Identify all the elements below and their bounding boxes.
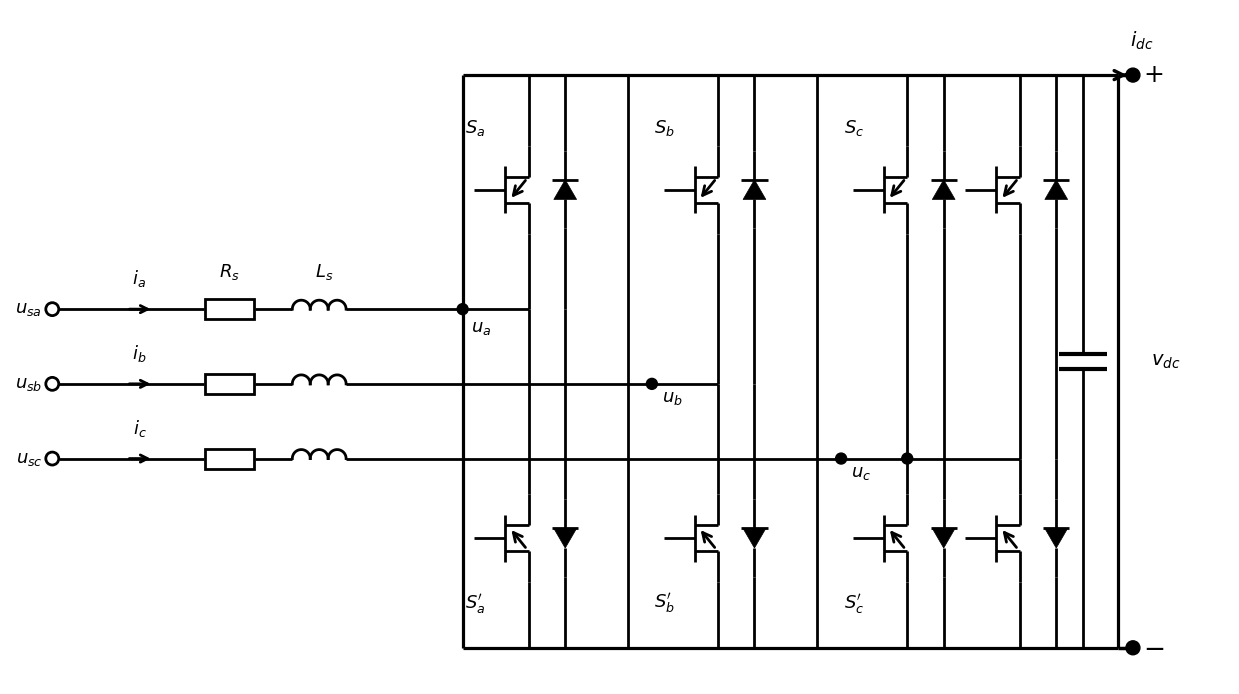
Polygon shape xyxy=(932,528,955,548)
Text: $S_c$: $S_c$ xyxy=(844,118,864,137)
Text: $i_a$: $i_a$ xyxy=(133,269,146,289)
Polygon shape xyxy=(1044,180,1068,199)
Text: $u_b$: $u_b$ xyxy=(662,389,683,407)
Circle shape xyxy=(835,453,846,464)
Text: $+$: $+$ xyxy=(1142,64,1163,87)
Text: $u_a$: $u_a$ xyxy=(471,319,491,337)
Polygon shape xyxy=(554,528,576,548)
Text: $u_{sb}$: $u_{sb}$ xyxy=(15,375,42,393)
Text: $v_{dc}$: $v_{dc}$ xyxy=(1151,353,1181,371)
Polygon shape xyxy=(554,180,576,199)
Text: $i_c$: $i_c$ xyxy=(133,418,146,439)
Text: $S_a$: $S_a$ xyxy=(466,118,486,137)
Text: $S_c'$: $S_c'$ xyxy=(844,592,864,616)
Circle shape xyxy=(647,378,658,389)
Bar xyxy=(204,448,254,468)
Text: $u_{sc}$: $u_{sc}$ xyxy=(16,450,42,468)
Text: $S_a'$: $S_a'$ xyxy=(466,592,486,616)
Circle shape xyxy=(1126,68,1140,82)
Text: $-$: $-$ xyxy=(1142,635,1165,660)
Bar xyxy=(204,299,254,319)
Bar xyxy=(204,374,254,393)
Text: $i_{dc}$: $i_{dc}$ xyxy=(1130,30,1154,52)
Text: $u_c$: $u_c$ xyxy=(851,464,871,482)
Polygon shape xyxy=(1044,528,1068,548)
Text: $i_b$: $i_b$ xyxy=(133,343,146,364)
Text: $L_s$: $L_s$ xyxy=(315,262,333,282)
Circle shape xyxy=(902,453,913,464)
Polygon shape xyxy=(743,180,766,199)
Polygon shape xyxy=(932,180,955,199)
Polygon shape xyxy=(743,528,766,548)
Text: $S_b$: $S_b$ xyxy=(654,118,675,137)
Circle shape xyxy=(1126,641,1140,654)
Text: $S_b'$: $S_b'$ xyxy=(654,592,675,616)
Circle shape xyxy=(457,304,468,314)
Text: $u_{sa}$: $u_{sa}$ xyxy=(15,300,42,318)
Text: $R_s$: $R_s$ xyxy=(219,262,240,282)
